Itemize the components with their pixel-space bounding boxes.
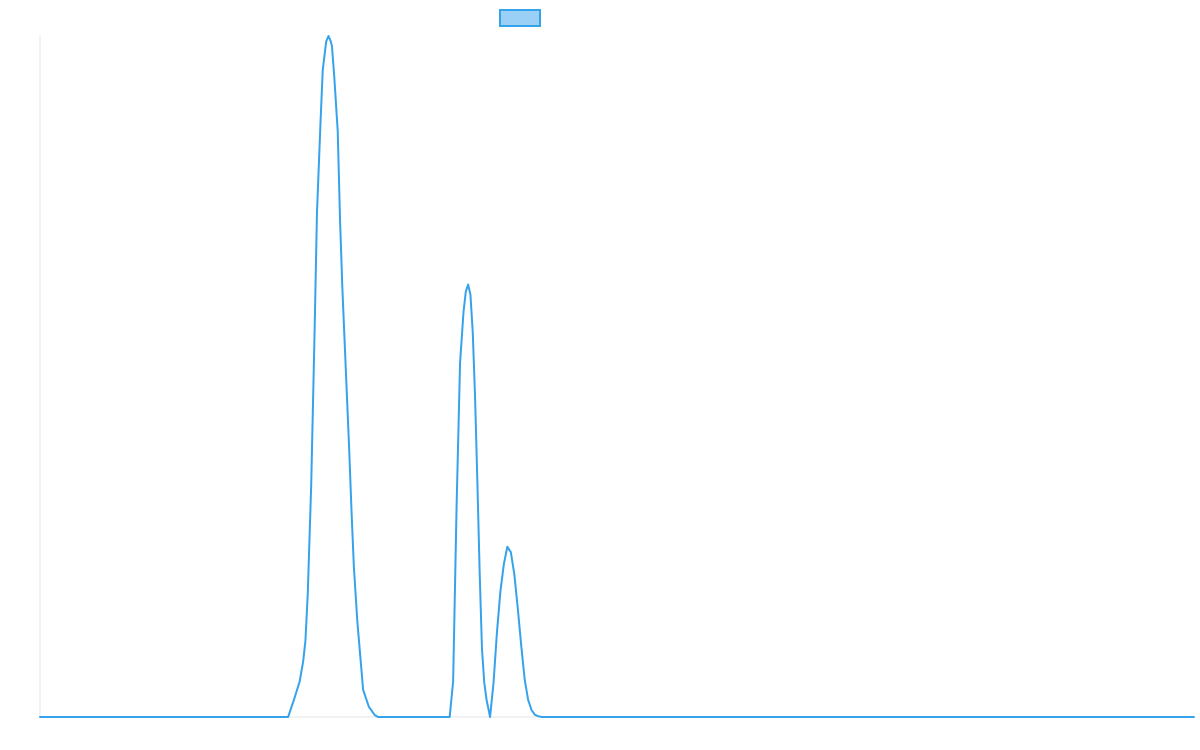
chart-axes <box>39 36 1194 718</box>
legend[interactable] <box>499 9 541 27</box>
series-line-0 <box>39 35 1195 718</box>
legend-swatch-0[interactable] <box>499 9 541 27</box>
series-layer <box>39 35 1195 718</box>
